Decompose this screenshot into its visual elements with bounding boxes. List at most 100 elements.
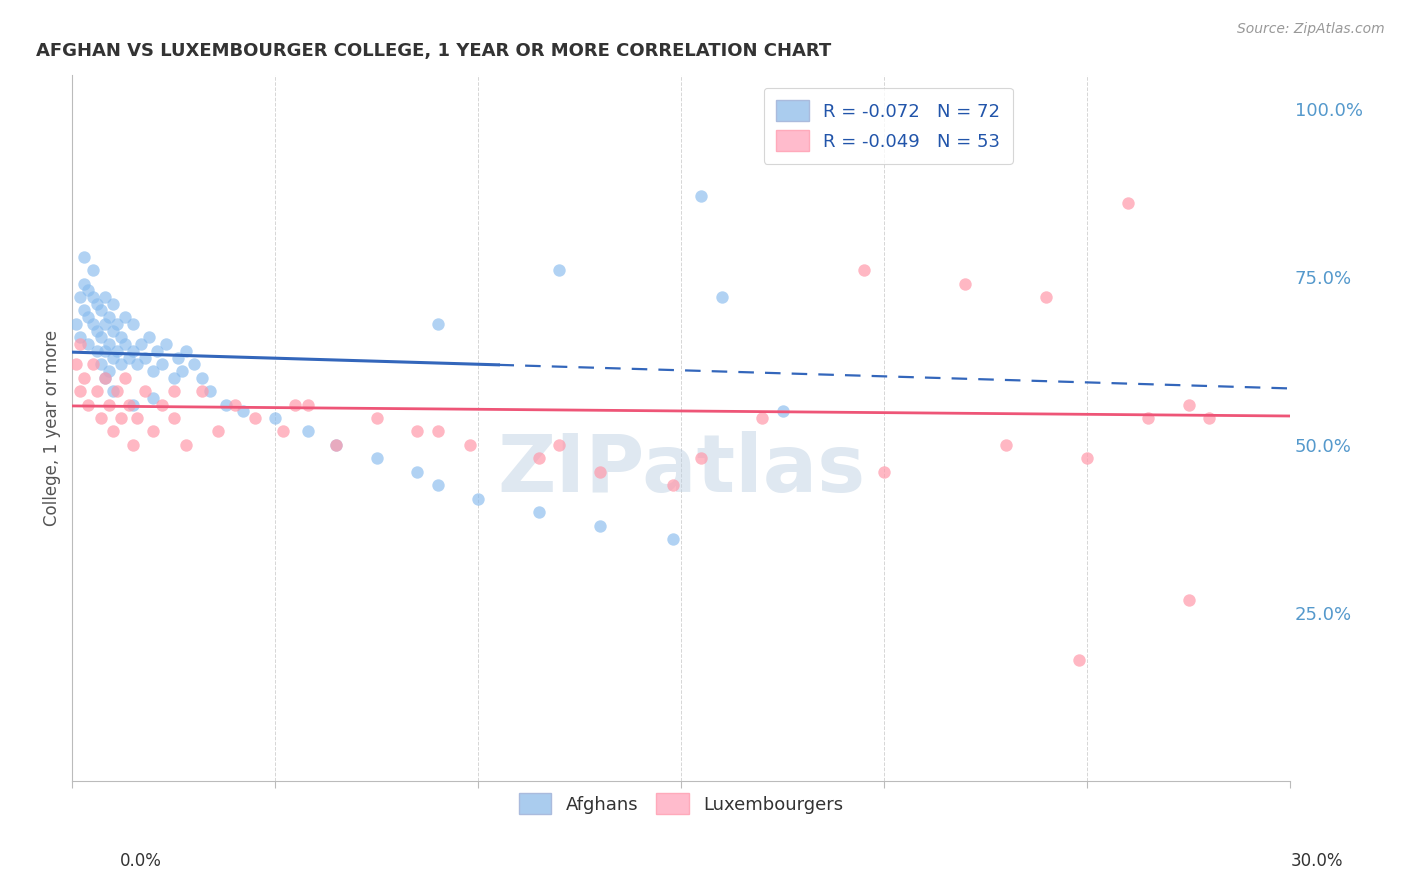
Point	[224, 398, 246, 412]
Point	[527, 505, 550, 519]
Point	[690, 189, 713, 203]
Point	[127, 411, 149, 425]
Point	[82, 263, 104, 277]
Point	[325, 438, 347, 452]
Point	[1136, 411, 1159, 425]
Point	[97, 337, 120, 351]
Point	[73, 277, 96, 291]
Text: Source: ZipAtlas.com: Source: ZipAtlas.com	[1237, 22, 1385, 37]
Point	[122, 317, 145, 331]
Point	[97, 310, 120, 325]
Point	[122, 343, 145, 358]
Point	[97, 398, 120, 412]
Text: AFGHAN VS LUXEMBOURGER COLLEGE, 1 YEAR OR MORE CORRELATION CHART: AFGHAN VS LUXEMBOURGER COLLEGE, 1 YEAR O…	[35, 42, 831, 60]
Point	[97, 364, 120, 378]
Point	[93, 317, 115, 331]
Point	[548, 438, 571, 452]
Text: 30.0%: 30.0%	[1291, 852, 1343, 870]
Point	[458, 438, 481, 452]
Point	[105, 343, 128, 358]
Point	[166, 351, 188, 365]
Point	[852, 263, 875, 277]
Point	[873, 465, 896, 479]
Point	[122, 398, 145, 412]
Point	[82, 317, 104, 331]
Point	[191, 384, 214, 398]
Point	[174, 343, 197, 358]
Point	[150, 398, 173, 412]
Point	[1067, 653, 1090, 667]
Point	[994, 438, 1017, 452]
Point	[366, 411, 388, 425]
Point	[325, 438, 347, 452]
Point	[150, 357, 173, 371]
Point	[138, 330, 160, 344]
Point	[86, 384, 108, 398]
Point	[93, 370, 115, 384]
Point	[82, 357, 104, 371]
Text: ZIPatlas: ZIPatlas	[496, 432, 865, 509]
Legend: Afghans, Luxembourgers: Afghans, Luxembourgers	[508, 782, 855, 825]
Point	[69, 337, 91, 351]
Point	[86, 324, 108, 338]
Point	[243, 411, 266, 425]
Point	[751, 411, 773, 425]
Point	[101, 425, 124, 439]
Point	[69, 384, 91, 398]
Point	[589, 465, 612, 479]
Point	[163, 370, 186, 384]
Point	[114, 370, 136, 384]
Point	[662, 478, 685, 492]
Point	[118, 351, 141, 365]
Point	[406, 425, 429, 439]
Point	[366, 451, 388, 466]
Point	[207, 425, 229, 439]
Point	[297, 398, 319, 412]
Point	[527, 451, 550, 466]
Point	[93, 370, 115, 384]
Point	[215, 398, 238, 412]
Point	[1198, 411, 1220, 425]
Point	[77, 310, 100, 325]
Point	[163, 384, 186, 398]
Point	[191, 370, 214, 384]
Point	[134, 384, 156, 398]
Point	[122, 438, 145, 452]
Point	[662, 532, 685, 546]
Y-axis label: College, 1 year or more: College, 1 year or more	[44, 330, 60, 526]
Point	[426, 317, 449, 331]
Point	[146, 343, 169, 358]
Point	[1076, 451, 1098, 466]
Point	[73, 303, 96, 318]
Point	[273, 425, 295, 439]
Text: 0.0%: 0.0%	[120, 852, 162, 870]
Point	[77, 398, 100, 412]
Point	[127, 357, 149, 371]
Point	[90, 357, 112, 371]
Point	[1177, 592, 1199, 607]
Point	[118, 398, 141, 412]
Point	[264, 411, 287, 425]
Point	[114, 310, 136, 325]
Point	[772, 404, 794, 418]
Point	[101, 351, 124, 365]
Point	[467, 491, 489, 506]
Point	[93, 343, 115, 358]
Point	[297, 425, 319, 439]
Point	[101, 297, 124, 311]
Point	[90, 303, 112, 318]
Point	[82, 290, 104, 304]
Point	[101, 324, 124, 338]
Point	[134, 351, 156, 365]
Point	[710, 290, 733, 304]
Point	[110, 330, 132, 344]
Point	[129, 337, 152, 351]
Point	[142, 364, 165, 378]
Point	[163, 411, 186, 425]
Point	[174, 438, 197, 452]
Point	[90, 411, 112, 425]
Point	[200, 384, 222, 398]
Point	[232, 404, 254, 418]
Point	[155, 337, 177, 351]
Point	[105, 317, 128, 331]
